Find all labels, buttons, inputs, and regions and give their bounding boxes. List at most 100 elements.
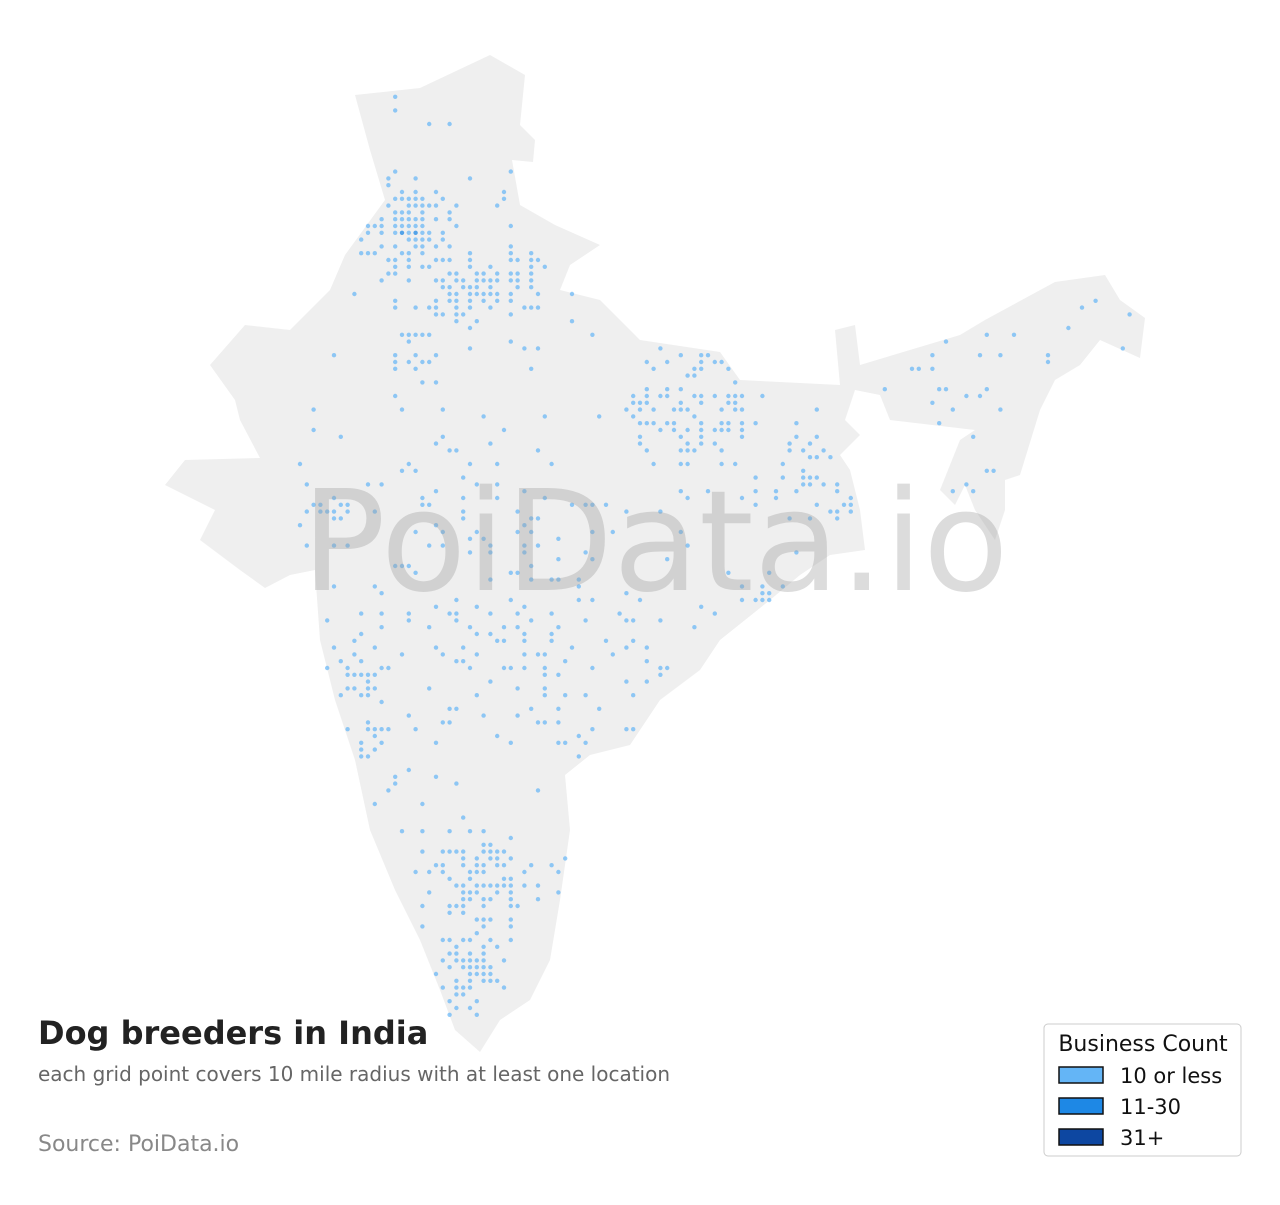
grid-point xyxy=(780,461,785,467)
grid-point xyxy=(624,645,629,650)
grid-point xyxy=(461,937,466,943)
grid-point xyxy=(440,869,445,875)
grid-point xyxy=(522,346,527,351)
grid-point xyxy=(461,910,466,915)
grid-point xyxy=(495,271,500,276)
grid-point xyxy=(542,693,547,698)
grid-point xyxy=(665,387,670,392)
grid-point xyxy=(461,849,466,854)
grid-point xyxy=(739,597,745,603)
grid-point xyxy=(515,529,520,535)
grid-point xyxy=(406,251,411,256)
grid-point xyxy=(372,733,377,739)
grid-point xyxy=(787,441,792,446)
grid-point xyxy=(495,298,500,303)
grid-point xyxy=(950,407,955,412)
grid-point xyxy=(576,733,581,739)
grid-point xyxy=(726,400,731,405)
grid-point xyxy=(454,978,459,983)
grid-point xyxy=(705,353,711,358)
grid-point xyxy=(454,319,459,324)
grid-point xyxy=(692,373,697,378)
grid-point xyxy=(522,305,527,310)
grid-point xyxy=(420,230,425,235)
grid-point xyxy=(685,448,690,453)
grid-point xyxy=(631,414,636,419)
grid-point xyxy=(481,849,486,854)
grid-point xyxy=(474,863,479,868)
grid-point xyxy=(331,516,337,521)
grid-point xyxy=(331,495,337,501)
grid-point xyxy=(481,965,486,970)
grid-point xyxy=(365,679,371,684)
grid-point xyxy=(454,203,459,208)
grid-point xyxy=(427,359,432,365)
grid-point xyxy=(495,890,500,895)
grid-point xyxy=(535,448,541,453)
grid-point xyxy=(474,1012,479,1017)
grid-point xyxy=(467,264,473,269)
grid-point xyxy=(413,332,418,337)
grid-point xyxy=(474,883,479,888)
grid-point xyxy=(597,706,602,711)
grid-point xyxy=(739,434,745,439)
grid-point xyxy=(644,359,649,365)
grid-point xyxy=(440,543,445,548)
grid-point xyxy=(440,285,445,290)
grid-point xyxy=(359,754,364,759)
grid-point xyxy=(495,291,500,297)
grid-point xyxy=(563,659,568,664)
grid-point xyxy=(848,502,853,507)
grid-point xyxy=(420,849,425,854)
grid-point xyxy=(393,359,398,365)
grid-point xyxy=(488,937,493,943)
grid-point xyxy=(590,557,595,562)
grid-point xyxy=(841,502,847,507)
grid-point xyxy=(726,570,731,575)
grid-point xyxy=(971,434,976,439)
grid-point xyxy=(508,903,513,909)
grid-point xyxy=(542,414,547,419)
grid-point xyxy=(699,400,704,405)
grid-point xyxy=(467,665,473,671)
grid-point xyxy=(508,883,513,888)
grid-point xyxy=(563,693,568,698)
grid-point xyxy=(427,625,432,630)
grid-point xyxy=(529,863,534,868)
grid-point xyxy=(576,597,581,603)
grid-point xyxy=(488,611,493,616)
grid-point xyxy=(828,455,833,460)
grid-point xyxy=(447,244,452,249)
grid-point xyxy=(406,196,411,201)
grid-point xyxy=(685,461,690,467)
grid-point xyxy=(508,835,513,841)
grid-point xyxy=(814,434,819,439)
grid-point xyxy=(454,958,459,963)
title: Dog breeders in India xyxy=(38,1014,428,1052)
grid-point xyxy=(658,509,663,514)
grid-point xyxy=(461,312,466,317)
grid-point xyxy=(474,958,479,963)
grid-point xyxy=(474,482,479,487)
grid-point xyxy=(692,414,697,419)
grid-point xyxy=(345,672,350,677)
grid-point xyxy=(542,264,547,269)
grid-point xyxy=(794,550,799,555)
grid-point xyxy=(624,509,629,514)
grid-point xyxy=(352,686,357,691)
grid-point xyxy=(937,387,942,392)
grid-point xyxy=(365,251,371,256)
grid-point xyxy=(440,196,445,201)
grid-point xyxy=(773,495,779,501)
grid-point xyxy=(461,509,466,514)
grid-point xyxy=(529,305,534,310)
grid-point xyxy=(733,407,738,412)
grid-point xyxy=(522,665,527,671)
grid-point xyxy=(399,189,405,195)
grid-point xyxy=(427,305,432,310)
grid-point xyxy=(998,407,1003,412)
grid-point xyxy=(440,720,445,725)
grid-point xyxy=(474,652,479,657)
grid-point xyxy=(393,298,398,303)
grid-point xyxy=(379,591,384,596)
